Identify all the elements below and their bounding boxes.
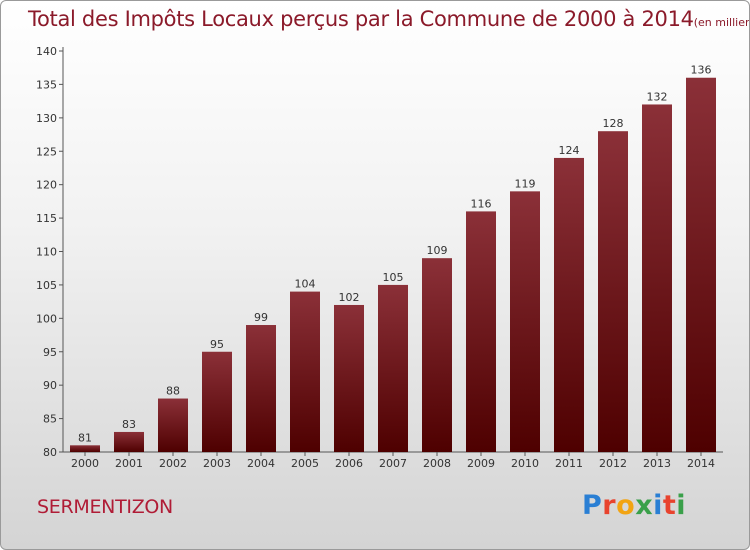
x-tick-label: 2007 bbox=[379, 457, 407, 470]
x-tick-label: 2010 bbox=[511, 457, 539, 470]
x-tick-label: 2009 bbox=[467, 457, 495, 470]
y-tick-label: 110 bbox=[36, 246, 57, 259]
bar-2004 bbox=[246, 325, 276, 452]
value-label-2009: 116 bbox=[471, 197, 492, 210]
value-label-2014: 136 bbox=[691, 64, 712, 77]
y-tick-label: 95 bbox=[43, 346, 57, 359]
bar-2011 bbox=[554, 157, 584, 452]
x-tick-label: 2003 bbox=[203, 457, 231, 470]
x-tick-label: 2011 bbox=[555, 457, 583, 470]
value-label-2006: 102 bbox=[339, 291, 360, 304]
value-label-2001: 83 bbox=[122, 418, 136, 431]
value-label-2003: 95 bbox=[210, 338, 224, 351]
value-label-2010: 119 bbox=[515, 177, 536, 190]
bar-2013 bbox=[642, 104, 672, 452]
value-label-2008: 109 bbox=[427, 244, 448, 257]
y-tick-label: 100 bbox=[36, 312, 57, 325]
y-tick-label: 105 bbox=[36, 279, 57, 292]
chart-title-text: Total des Impôts Locaux perçus par la Co… bbox=[28, 7, 694, 31]
x-tick-label: 2008 bbox=[423, 457, 451, 470]
value-label-2007: 105 bbox=[383, 271, 404, 284]
bar-2012 bbox=[598, 131, 628, 452]
value-label-2005: 104 bbox=[295, 278, 316, 291]
x-tick-label: 2014 bbox=[687, 457, 715, 470]
x-tick-label: 2004 bbox=[247, 457, 275, 470]
y-tick-label: 115 bbox=[36, 212, 57, 225]
bar-2009 bbox=[466, 211, 496, 452]
bar-2000 bbox=[70, 445, 100, 452]
x-tick-label: 2006 bbox=[335, 457, 363, 470]
x-tick-label: 2002 bbox=[159, 457, 187, 470]
value-label-2000: 81 bbox=[78, 431, 92, 444]
value-label-2011: 124 bbox=[559, 144, 580, 157]
bar-2006 bbox=[334, 304, 364, 452]
y-tick-label: 90 bbox=[43, 379, 57, 392]
bar-2007 bbox=[378, 284, 408, 452]
commune-name: SERMENTIZON bbox=[37, 496, 173, 518]
x-tick-label: 2000 bbox=[71, 457, 99, 470]
proxiti-logo: Proxiti bbox=[582, 490, 687, 521]
bar-2008 bbox=[422, 258, 452, 452]
y-tick-label: 135 bbox=[36, 78, 57, 91]
value-label-2002: 88 bbox=[166, 385, 180, 398]
y-tick-label: 125 bbox=[36, 145, 57, 158]
bar-2002 bbox=[158, 398, 188, 452]
bar-2010 bbox=[510, 191, 540, 452]
chart-unit: (en milliers d'€) bbox=[693, 16, 750, 29]
y-tick-label: 140 bbox=[36, 45, 57, 58]
bar-2014 bbox=[686, 77, 716, 452]
bar-2001 bbox=[114, 431, 144, 452]
x-tick-label: 2005 bbox=[291, 457, 319, 470]
y-tick-label: 80 bbox=[43, 446, 57, 459]
chart-title: Total des Impôts Locaux perçus par la Co… bbox=[28, 7, 750, 31]
value-label-2012: 128 bbox=[603, 117, 624, 130]
bar-2003 bbox=[202, 351, 232, 452]
x-tick-label: 2013 bbox=[643, 457, 671, 470]
y-tick-label: 120 bbox=[36, 179, 57, 192]
value-label-2013: 132 bbox=[647, 90, 668, 103]
y-tick-label: 85 bbox=[43, 413, 57, 426]
value-label-2004: 99 bbox=[254, 311, 268, 324]
x-tick-label: 2001 bbox=[115, 457, 143, 470]
bar-2005 bbox=[290, 291, 320, 452]
y-tick-label: 130 bbox=[36, 112, 57, 125]
x-tick-label: 2012 bbox=[599, 457, 627, 470]
